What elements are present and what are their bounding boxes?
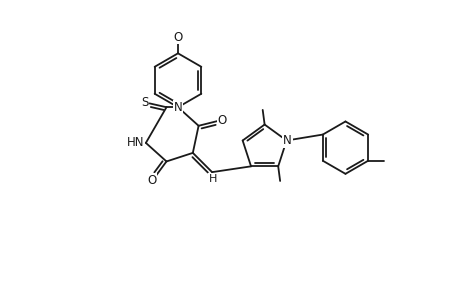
Text: O: O xyxy=(217,114,226,127)
Text: N: N xyxy=(173,101,182,114)
Text: HN: HN xyxy=(126,136,144,149)
Text: O: O xyxy=(147,174,156,187)
Text: N: N xyxy=(282,134,291,147)
Text: S: S xyxy=(140,96,148,109)
Text: H: H xyxy=(208,174,217,184)
Text: O: O xyxy=(173,31,182,44)
